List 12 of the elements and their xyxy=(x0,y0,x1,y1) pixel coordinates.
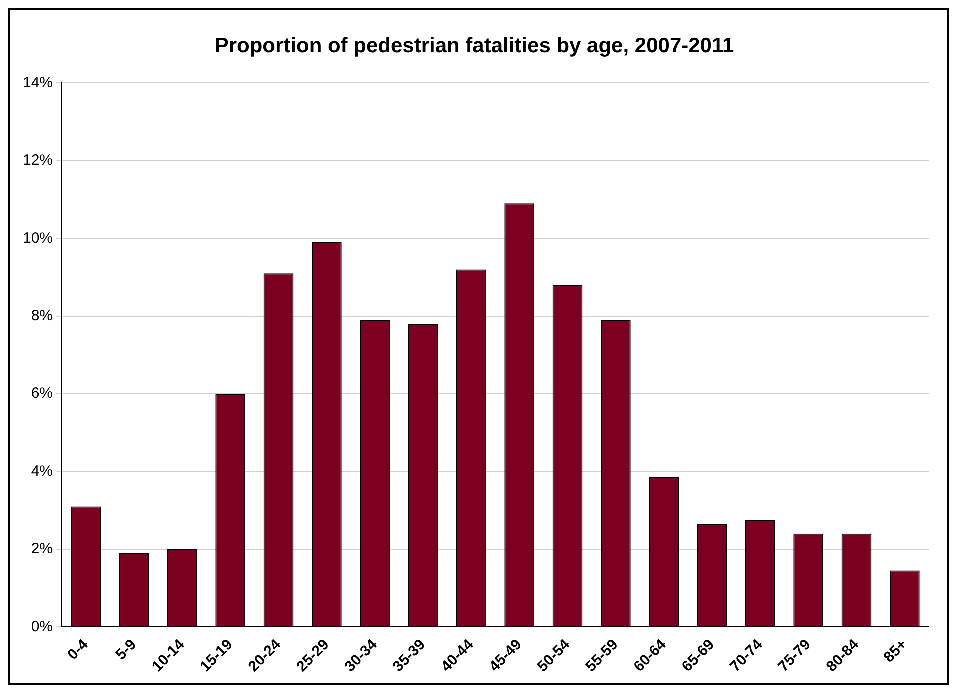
y-tick-label: 2% xyxy=(31,540,54,558)
x-tick-label: 5-9 xyxy=(112,636,140,664)
y-tick-label: 6% xyxy=(31,385,54,402)
y-tick-label: 4% xyxy=(31,462,54,480)
y-tick-label: 14% xyxy=(22,74,54,92)
x-tick-label: 85+ xyxy=(880,636,911,666)
y-tick-label: 10% xyxy=(22,230,54,247)
x-tick-label: 0-4 xyxy=(64,636,92,664)
y-tick-label: 0% xyxy=(31,618,54,636)
chart-title: Proportion of pedestrian fatalities by age, 2007-2011 xyxy=(214,34,734,58)
y-tick-label: 12% xyxy=(22,152,54,170)
y-tick-label: 8% xyxy=(31,307,54,324)
